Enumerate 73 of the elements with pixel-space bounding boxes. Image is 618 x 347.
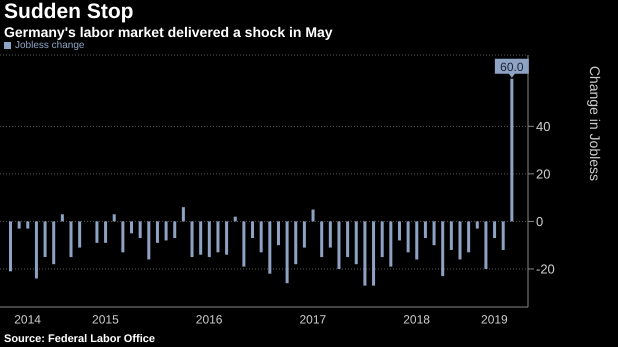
bar <box>415 221 418 260</box>
bar <box>328 221 332 248</box>
bar <box>389 221 392 267</box>
bar <box>164 221 168 240</box>
bar <box>251 221 254 238</box>
bar <box>104 221 108 243</box>
bar <box>432 221 436 246</box>
bar <box>173 221 176 238</box>
bar <box>363 221 366 286</box>
x-tick-label: 2015 <box>92 312 120 327</box>
bar <box>302 221 306 248</box>
bar <box>286 221 289 284</box>
bar <box>467 221 470 252</box>
bar <box>121 221 124 252</box>
bar <box>268 221 272 274</box>
bar <box>138 221 142 238</box>
bar <box>476 221 479 229</box>
bar <box>44 221 47 258</box>
bar <box>337 221 340 269</box>
x-tick-label: 2019 <box>481 312 508 327</box>
bar <box>242 221 246 267</box>
bar <box>216 221 220 252</box>
bar <box>130 221 134 234</box>
bar <box>225 221 228 255</box>
x-tick-label: 2018 <box>403 312 430 327</box>
bar <box>78 221 82 248</box>
bar <box>60 214 64 222</box>
bar <box>95 221 98 243</box>
bar <box>502 221 505 250</box>
x-tick-label: 2017 <box>300 312 327 327</box>
legend-label: Jobless change <box>15 40 84 51</box>
bar <box>70 221 73 258</box>
bar <box>234 216 237 222</box>
bar <box>208 221 211 258</box>
y-axis-title: Change in Jobless <box>587 66 604 181</box>
bar <box>320 221 324 258</box>
bar <box>493 221 496 238</box>
chart-subtitle: Germany's labor market delivered a shock in May <box>4 24 333 40</box>
source-note: Source: Federal Labor Office <box>4 333 155 345</box>
bar <box>182 207 185 222</box>
bar <box>9 221 12 272</box>
bar <box>34 221 38 278</box>
bar <box>52 221 56 264</box>
bar <box>484 221 488 269</box>
bar <box>26 221 30 229</box>
bar <box>441 221 444 276</box>
bar <box>354 221 358 264</box>
x-tick-label: 2014 <box>14 312 42 327</box>
bar <box>147 221 150 260</box>
bar <box>458 221 462 260</box>
data-label: 60.0 <box>500 60 524 74</box>
x-tick-label: 2016 <box>196 312 223 327</box>
bar <box>346 221 350 258</box>
bar <box>450 221 453 250</box>
bar <box>380 221 384 258</box>
bar <box>199 221 202 255</box>
bar <box>190 221 194 258</box>
bar <box>424 221 427 238</box>
y-tick-label: 0 <box>536 214 544 230</box>
bar <box>406 221 410 252</box>
bar <box>260 221 263 252</box>
bar <box>18 221 21 229</box>
y-tick-label: 40 <box>536 118 550 134</box>
y-tick-label: 20 <box>536 166 550 182</box>
bar <box>312 210 315 222</box>
bar <box>112 214 116 222</box>
bar <box>372 221 376 286</box>
bar <box>398 221 401 240</box>
bar <box>156 221 159 243</box>
bar <box>294 221 298 264</box>
chart-title: Sudden Stop <box>4 0 134 24</box>
bar <box>276 221 280 246</box>
y-tick-label: -20 <box>536 262 555 277</box>
